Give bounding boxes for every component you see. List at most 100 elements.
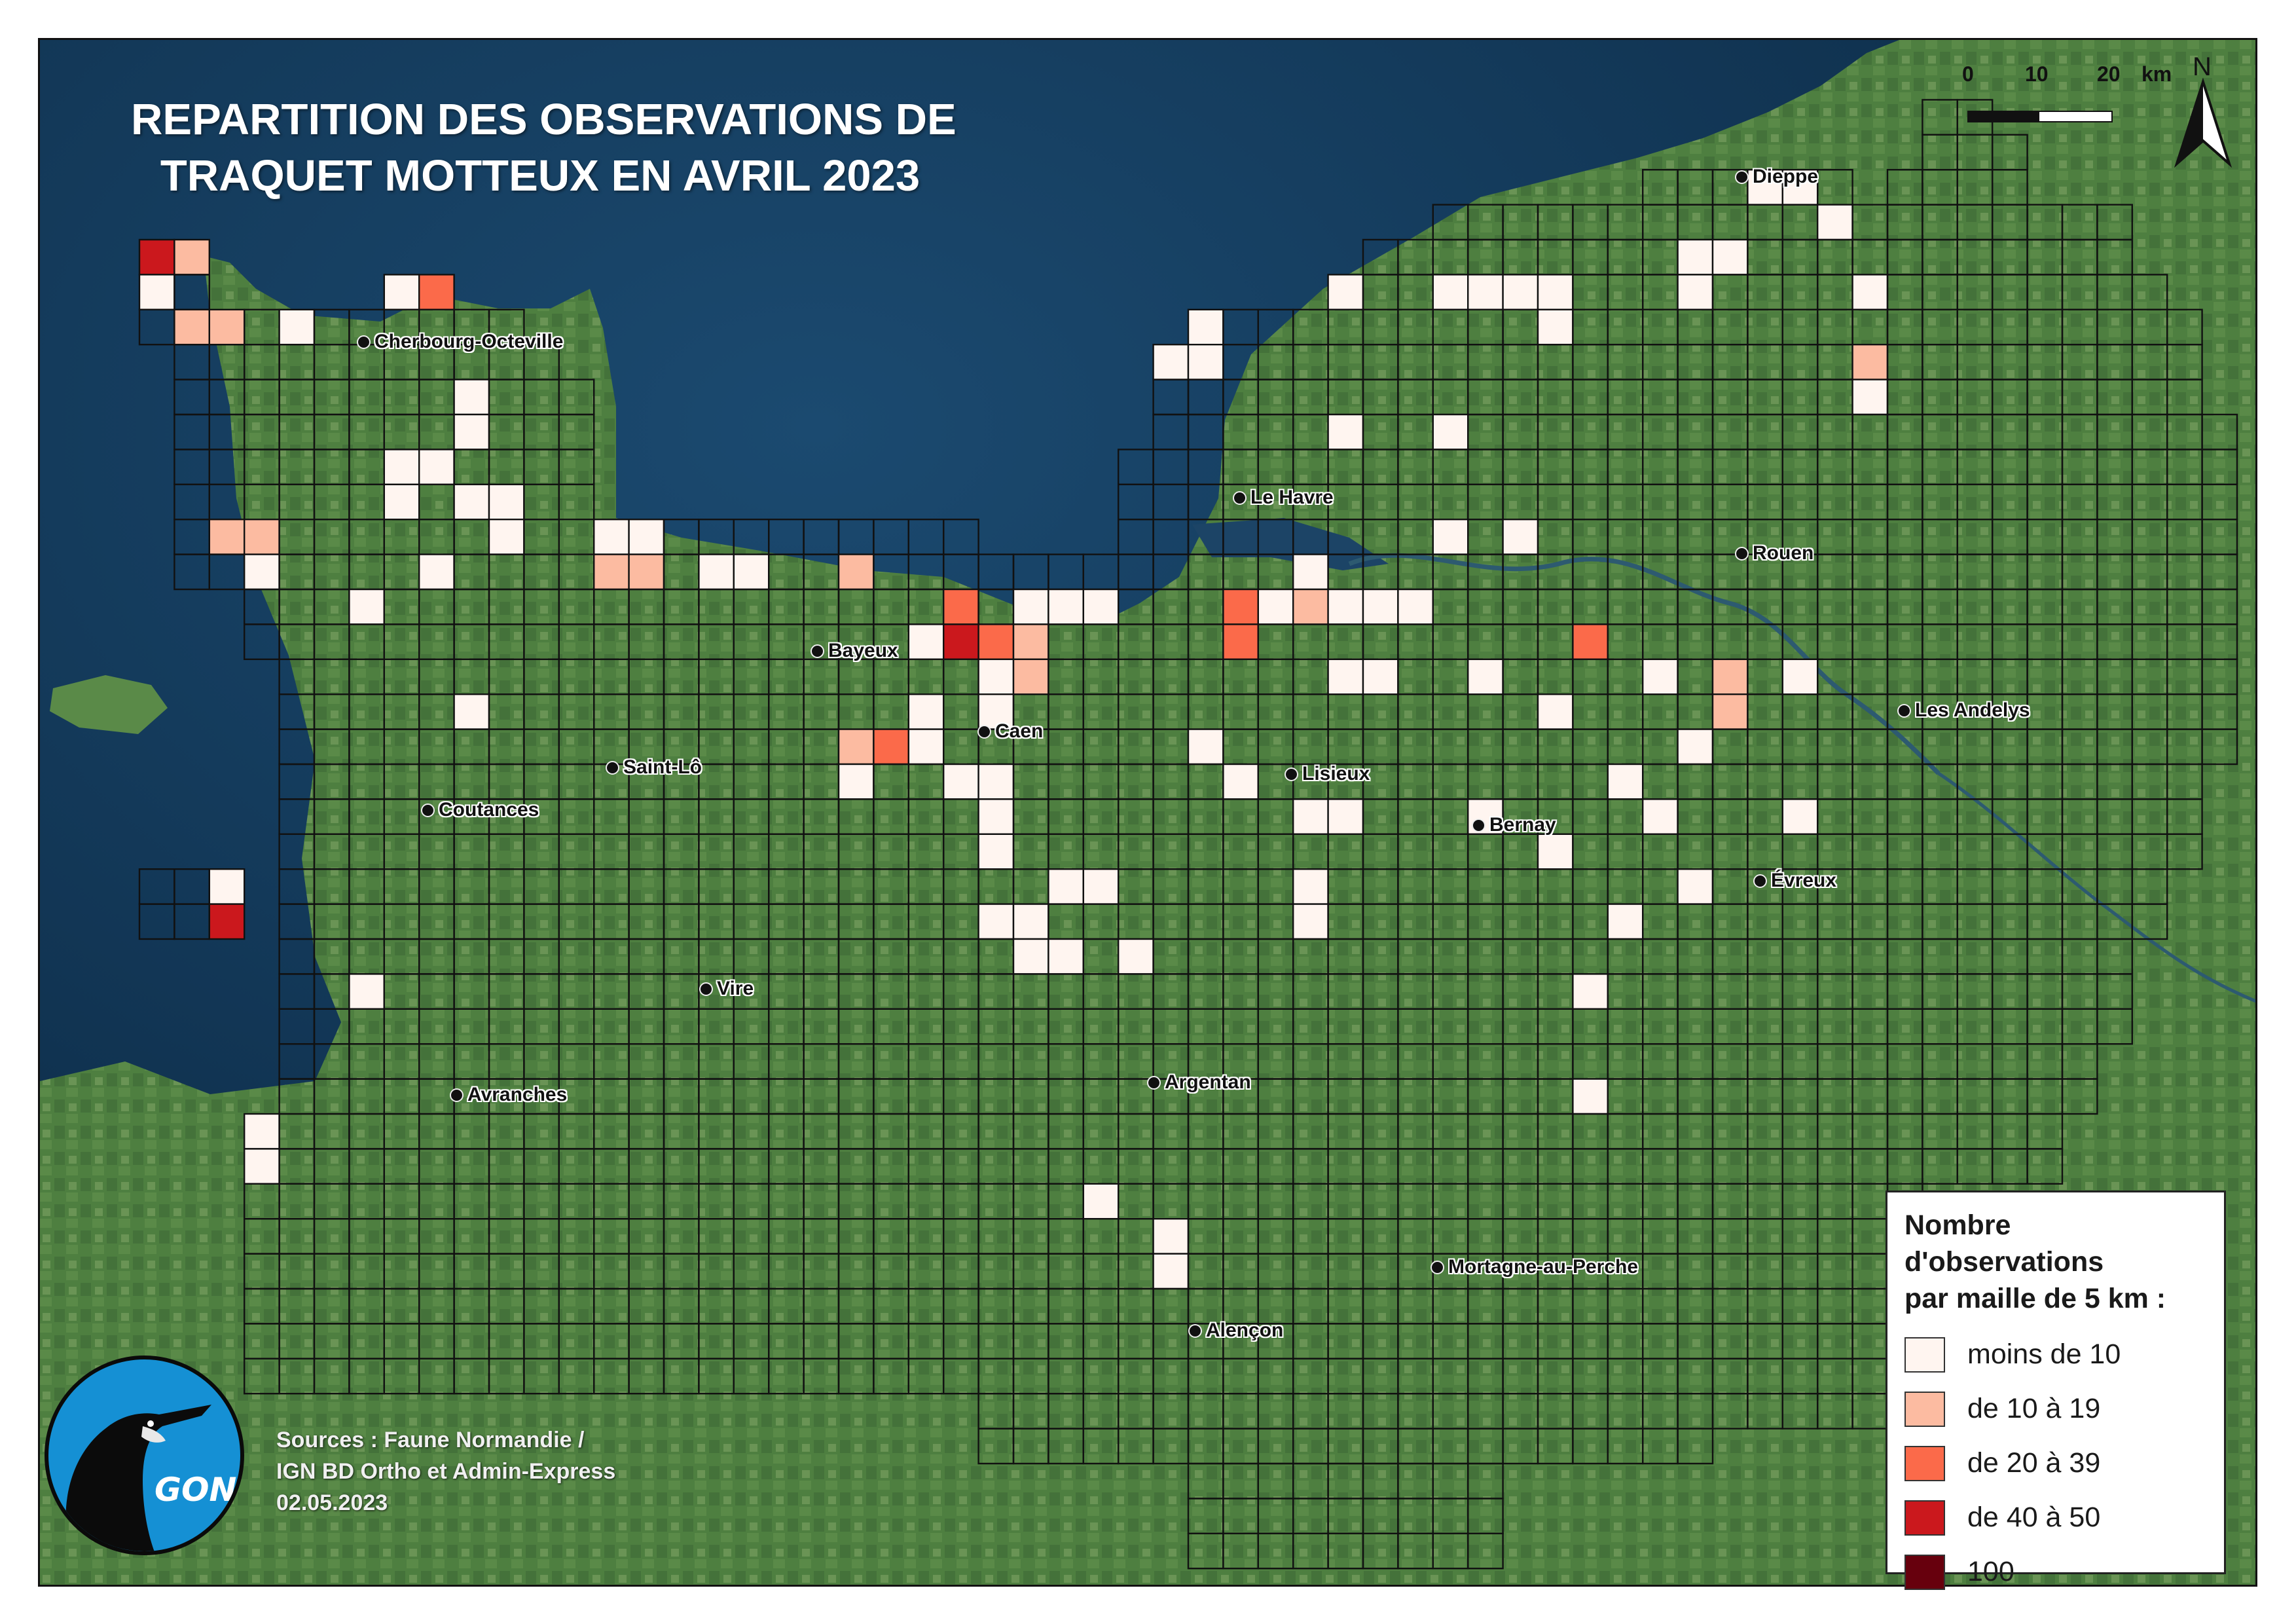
city-le-havre[interactable]: Le Havre <box>1233 487 1334 509</box>
grid-cell-observed <box>1292 798 1329 836</box>
legend-title-line-1: Nombre d'observations <box>1904 1209 2104 1278</box>
grid-cell <box>558 483 595 521</box>
city-dieppe[interactable]: Dieppe <box>1735 166 1818 188</box>
city-bernay[interactable]: Bernay <box>1472 814 1556 836</box>
legend-label: de 10 à 19 <box>1967 1393 2101 1424</box>
grid-cell-observed <box>1537 308 1574 346</box>
city-dot-icon <box>1430 1260 1444 1274</box>
grid-cell-observed <box>173 238 210 276</box>
grid-cell-observed <box>1012 938 1049 975</box>
city-dot-icon <box>357 335 371 349</box>
grid-cell-observed <box>837 553 875 591</box>
city-label: Argentan <box>1165 1071 1251 1093</box>
grid-cell-observed <box>1222 623 1260 661</box>
city-label: Avranches <box>467 1084 568 1105</box>
city-cherbourg[interactable]: Cherbourg-Octeville <box>357 331 563 353</box>
grid-cell-observed <box>1572 623 1609 661</box>
legend-title-line-2: par maille de 5 km : <box>1904 1283 2166 1314</box>
grid-cell-observed <box>1677 274 1714 310</box>
legend-swatch <box>1904 1445 1945 1481</box>
city-avranches[interactable]: Avranches <box>450 1084 567 1106</box>
grid-cell-observed <box>1851 378 1889 416</box>
city-label: Cherbourg-Octeville <box>374 331 564 352</box>
city-label: Évreux <box>1771 870 1837 891</box>
grid-cell-observed <box>1152 1217 1190 1255</box>
grid-cell-observed <box>208 308 246 346</box>
north-label: N <box>2193 52 2212 81</box>
grid-cell-observed <box>1677 868 1714 905</box>
city-rouen[interactable]: Rouen <box>1735 542 1813 564</box>
grid-cell-observed <box>1677 728 1714 766</box>
city-alencon[interactable]: Alençon <box>1188 1320 1283 1342</box>
north-arrow: N <box>2164 52 2242 177</box>
grid-cell-observed <box>244 1148 280 1185</box>
grid-cell <box>1467 1532 1504 1570</box>
city-les-andelys[interactable]: Les Andelys <box>1897 699 2030 722</box>
grid-cell-observed <box>1187 344 1224 380</box>
grid-cell-observed <box>873 728 910 766</box>
legend-swatch <box>1904 1337 1945 1373</box>
city-vire[interactable]: Vire <box>699 978 754 1000</box>
grid-cell-observed <box>593 553 630 591</box>
grid-cell-observed <box>1082 588 1120 625</box>
city-label: Les Andelys <box>1915 699 2030 721</box>
grid-cell-observed <box>1851 344 1889 380</box>
city-coutances[interactable]: Coutances <box>421 799 539 821</box>
grid-cell-observed <box>278 308 316 346</box>
grid-cell-observed <box>208 868 246 905</box>
grid-cell-observed <box>1816 204 1853 241</box>
grid-cell-observed <box>1607 763 1644 800</box>
grid-cell-observed <box>1362 588 1399 625</box>
grid-cell-observed <box>1257 588 1294 625</box>
city-caen[interactable]: Caen <box>977 720 1043 743</box>
grid-cell-observed <box>1537 693 1574 730</box>
city-label: Dieppe <box>1753 166 1819 187</box>
grid-cell-observed <box>977 903 1015 940</box>
grid-cell <box>2061 1078 2098 1115</box>
city-dot-icon <box>1147 1075 1161 1090</box>
grid-cell-observed <box>1292 588 1329 625</box>
grid-cell-observed <box>1327 588 1364 625</box>
grid-cell-observed <box>1572 973 1609 1010</box>
grid-cell-observed <box>1187 728 1224 766</box>
grid-cell-observed <box>1082 868 1120 905</box>
grid-cell-observed <box>1327 274 1364 310</box>
legend-item: de 20 à 39 <box>1904 1436 2207 1490</box>
city-label: Coutances <box>439 799 539 821</box>
city-dot-icon <box>699 982 713 996</box>
grid-cell-observed <box>837 728 875 766</box>
grid-cell-observed <box>1012 658 1049 695</box>
grid-cell-observed <box>1641 658 1679 695</box>
grid-cell-observed <box>244 553 280 591</box>
city-argentan[interactable]: Argentan <box>1147 1071 1251 1094</box>
grid-cell-observed <box>698 553 735 591</box>
grid-cell-observed <box>1152 1253 1190 1290</box>
city-dot-icon <box>1285 767 1298 781</box>
grid-cell <box>2131 903 2168 940</box>
legend-item: moins de 10 <box>1904 1327 2207 1382</box>
legend-items: moins de 10 de 10 à 19 de 20 à 39 de 40 … <box>1904 1327 2207 1599</box>
city-saint-lo[interactable]: Saint-Lô <box>606 756 702 779</box>
grid-cell <box>2096 1008 2133 1045</box>
city-bayeux[interactable]: Bayeux <box>811 640 898 662</box>
grid-cell-observed <box>1607 903 1644 940</box>
city-label: Le Havre <box>1250 487 1334 508</box>
grid-cell-observed <box>1187 308 1224 346</box>
grid-cell-observed <box>977 658 1015 695</box>
title-line-2: TRAQUET MOTTEUX EN AVRIL 2023 <box>160 151 920 200</box>
grid-cell-observed <box>1432 274 1469 310</box>
city-dot-icon <box>811 644 824 658</box>
grid-cell-observed <box>173 308 210 346</box>
city-lisieux[interactable]: Lisieux <box>1285 763 1370 785</box>
grid-cell-observed <box>244 1113 280 1150</box>
map-title: REPARTITION DES OBSERVATIONS DE TRAQUET … <box>131 92 957 204</box>
grid-cell-observed <box>628 553 665 591</box>
grid-cell-observed <box>383 449 420 486</box>
grid-cell-observed <box>453 378 490 416</box>
legend-label: 100 <box>1967 1556 2014 1587</box>
grid-cell-observed <box>138 274 175 310</box>
city-evreux[interactable]: Évreux <box>1753 870 1836 892</box>
city-label: Caen <box>995 720 1044 742</box>
grid-cell-observed <box>1222 763 1260 800</box>
city-mortagne-au-perche[interactable]: Mortagne-au-Perche <box>1430 1256 1638 1278</box>
